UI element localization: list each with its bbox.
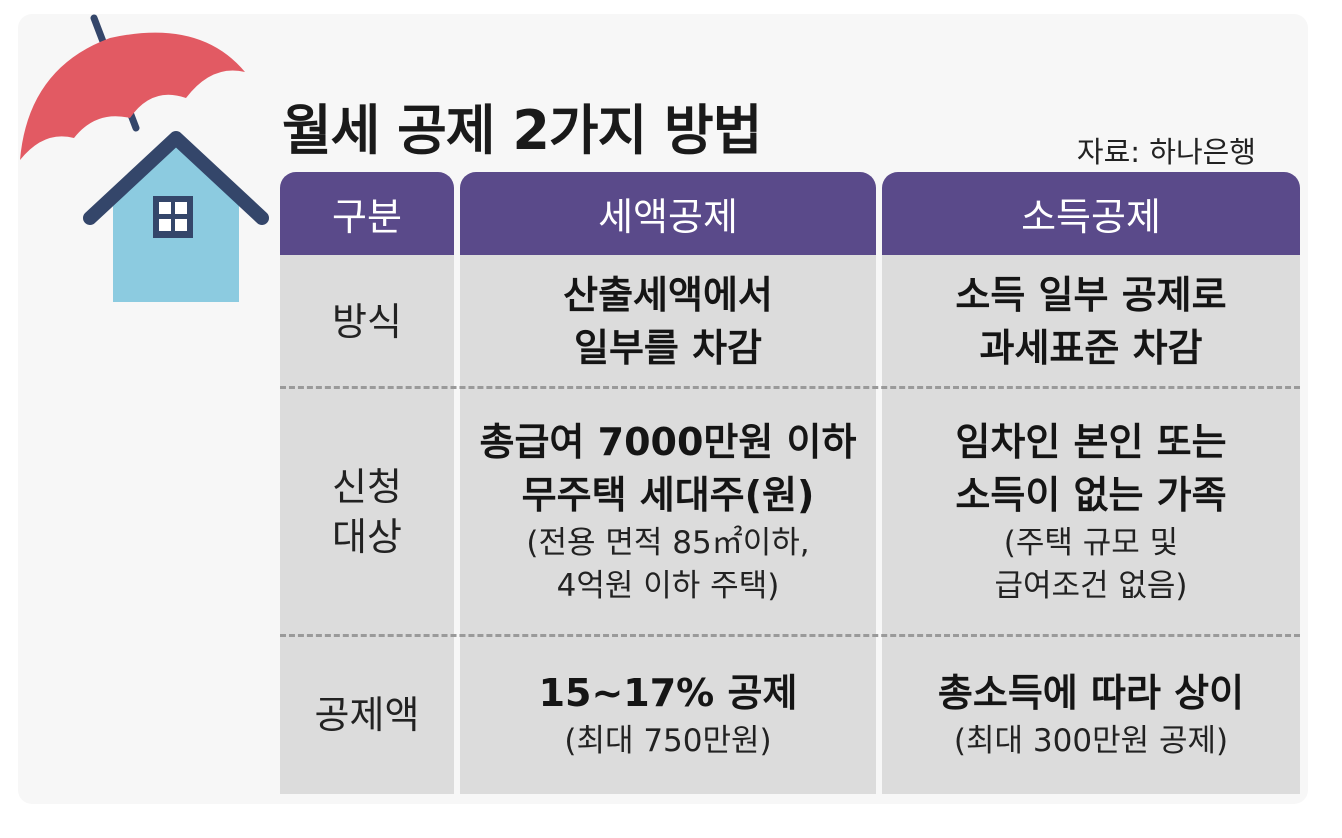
header-tax-credit: 세액공제: [460, 172, 876, 255]
cell-sub-line: 4억원 이하 주택): [556, 568, 780, 604]
row-label-eligibility: 신청 대상: [280, 388, 454, 636]
cell-amount-tax-credit: 15~17% 공제 (최대 750만원): [460, 636, 876, 794]
house-icon: [83, 131, 269, 302]
row-divider: [280, 634, 1300, 637]
cell-main-line: 총급여 7000만원 이하: [479, 420, 857, 464]
umbrella-icon: [20, 14, 245, 160]
row-divider: [280, 386, 1300, 389]
row-label-method: 방식: [280, 255, 454, 388]
row-label-deduction-amount: 공제액: [280, 636, 454, 794]
cell-method-tax-credit: 산출세액에서 일부를 차감: [460, 255, 876, 388]
cell-sub-line: (주택 규모 및: [1003, 525, 1179, 561]
cell-sub-line: (최대 750만원): [564, 723, 772, 759]
row-label-text: 방식: [332, 299, 402, 344]
cell-main-line: 총소득에 따라 상이: [937, 671, 1245, 715]
row-label-text: 신청 대상: [332, 465, 402, 559]
cell-method-income-deduction: 소득 일부 공제로 과세표준 차감: [882, 255, 1300, 388]
cell-sub-line: 급여조건 없음): [994, 568, 1188, 604]
page-title: 월세 공제 2가지 방법: [282, 99, 762, 162]
cell-eligibility-tax-credit: 총급여 7000만원 이하 무주택 세대주(원) (전용 면적 85㎡이하, 4…: [460, 388, 876, 636]
cell-main-line: 15~17% 공제: [538, 671, 798, 715]
cell-main-line: 임차인 본인 또는: [955, 420, 1227, 464]
cell-sub-line: (최대 300만원 공제): [953, 723, 1229, 759]
cell-main-line: 소득이 없는 가족: [955, 473, 1227, 517]
cell-main-line: 무주택 세대주(원): [521, 473, 815, 517]
cell-main-line: 일부를 차감: [573, 325, 763, 370]
cell-sub-line: (전용 면적 85㎡이하,: [526, 525, 810, 561]
cell-main-line: 산출세액에서: [563, 272, 773, 317]
header-income-deduction: 소득공제: [882, 172, 1300, 255]
header-category: 구분: [280, 172, 454, 255]
house-umbrella-illustration: [20, 14, 269, 302]
row-label-text: 공제액: [314, 693, 420, 737]
source-note: 자료: 하나은행: [1076, 135, 1256, 169]
cell-main-line: 과세표준 차감: [979, 325, 1203, 370]
cell-amount-income-deduction: 총소득에 따라 상이 (최대 300만원 공제): [882, 636, 1300, 794]
cell-eligibility-income-deduction: 임차인 본인 또는 소득이 없는 가족 (주택 규모 및 급여조건 없음): [882, 388, 1300, 636]
cell-main-line: 소득 일부 공제로: [955, 272, 1227, 317]
